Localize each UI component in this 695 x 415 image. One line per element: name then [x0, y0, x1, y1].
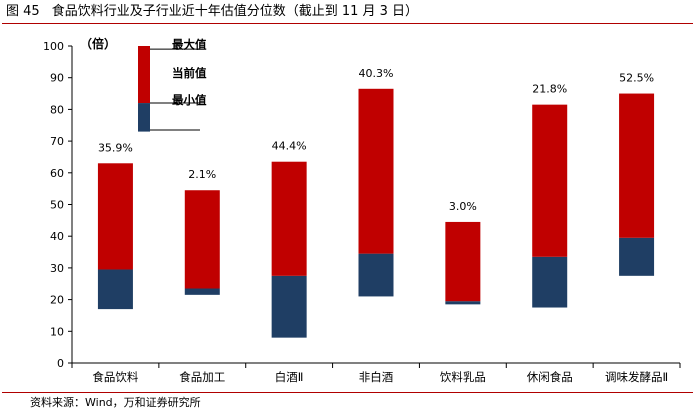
- data-label-percentile: 44.4%: [272, 140, 307, 153]
- data-label-percentile: 40.3%: [359, 67, 394, 80]
- y-unit-label: （倍）: [80, 36, 116, 51]
- x-tick-label: 饮料乳品: [440, 370, 486, 384]
- y-tick-label: 50: [50, 199, 64, 212]
- data-label-percentile: 35.9%: [98, 141, 133, 154]
- bar-segment-current-to-max: [271, 161, 307, 276]
- figure-title-row: 图 45 食品饮料行业及子行业近十年估值分位数（截止到 11 月 3 日）: [6, 3, 418, 21]
- source-note: 资料来源：Wind，万和证券研究所: [30, 396, 201, 409]
- bar-segment-min-to-current: [358, 253, 394, 297]
- footer-divider: [2, 392, 693, 393]
- legend-item-label: 最大值: [172, 37, 207, 51]
- x-tick-label: 白酒Ⅱ: [275, 370, 304, 384]
- chart-canvas: 0 10 20 30 40 50 60 70 80 90 100 食品饮料 食品加工 白酒Ⅱ 非白酒 饮料乳品…: [43, 36, 681, 384]
- bar-segment-min-to-current: [184, 288, 220, 295]
- y-tick-label: 80: [50, 103, 64, 116]
- y-tick-label: 0: [57, 357, 64, 370]
- x-tick-label: 食品加工: [179, 370, 225, 384]
- figure-number: 图 45: [6, 4, 40, 19]
- bar-segment-min-to-current: [532, 256, 568, 308]
- title-divider: [2, 23, 693, 24]
- bar-segment-current-to-max: [97, 163, 133, 270]
- bar-segment-min-to-current: [97, 269, 133, 310]
- y-tick-label: 30: [50, 262, 64, 275]
- y-tick-label: 40: [50, 230, 64, 243]
- data-label-percentile: 3.0%: [449, 200, 477, 213]
- legend-swatch-current-to-min: [138, 103, 150, 132]
- data-label-percentile: 2.1%: [188, 168, 216, 181]
- legend-swatch-max-to-current: [138, 46, 150, 104]
- x-tick-label: 非白酒: [359, 370, 394, 384]
- data-label-percentile: 21.8%: [532, 83, 567, 96]
- y-tick-label: 100: [43, 40, 64, 53]
- y-tick-label: 10: [50, 325, 64, 338]
- bar-segment-min-to-current: [445, 301, 481, 305]
- data-label-percentile: 52.5%: [619, 72, 654, 85]
- bar-segment-min-to-current: [271, 275, 307, 338]
- x-tick-label: 调味发酵品Ⅱ: [605, 370, 668, 384]
- y-tick-label: 70: [50, 135, 64, 148]
- bar-segment-current-to-max: [445, 221, 481, 302]
- bar-segment-min-to-current: [619, 237, 655, 276]
- chart-bars: [97, 88, 655, 338]
- y-tick-label: 90: [50, 72, 64, 85]
- bar-segment-current-to-max: [358, 88, 394, 254]
- y-tick-label: 60: [50, 167, 64, 180]
- y-tick-label: 20: [50, 294, 64, 307]
- legend-item-label: 当前值: [172, 66, 207, 80]
- bar-segment-current-to-max: [532, 104, 568, 257]
- figure-title: 食品饮料行业及子行业近十年估值分位数（截止到 11 月 3 日）: [51, 4, 419, 19]
- bar-segment-current-to-max: [619, 93, 655, 238]
- chart-axes: 0 10 20 30 40 50 60 70 80 90 100 食品饮料 食品加工 白酒Ⅱ 非白酒 饮料乳品…: [43, 40, 681, 384]
- x-tick-label: 休闲食品: [527, 370, 573, 384]
- bar-segment-current-to-max: [184, 190, 220, 289]
- chart-data-labels: 35.9% 2.1% 44.4% 40.3% 3.0% 21.8% 52.5%: [98, 67, 654, 213]
- x-tick-label: 食品饮料: [92, 370, 138, 384]
- legend-item-label: 最小值: [172, 93, 207, 107]
